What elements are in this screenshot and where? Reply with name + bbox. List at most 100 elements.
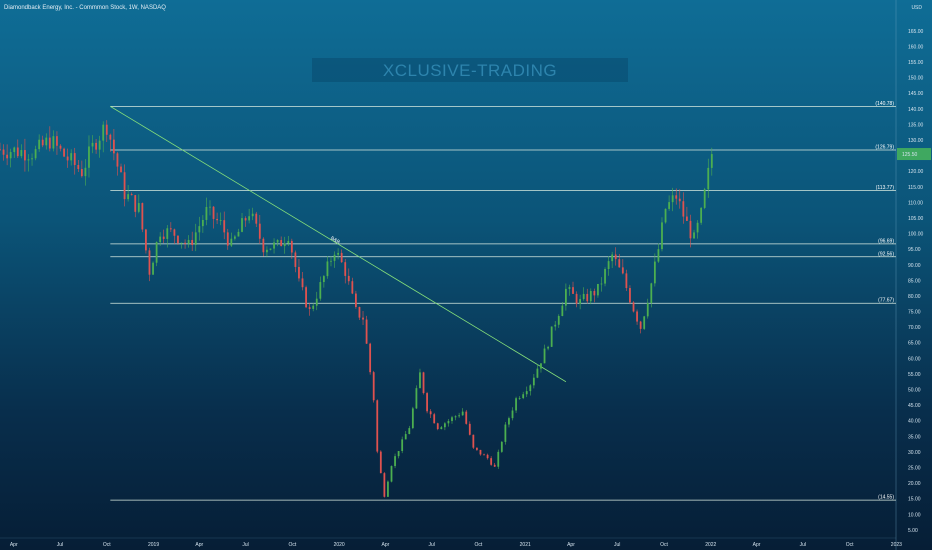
candle-body — [536, 368, 539, 378]
time-tick-label: Oct — [475, 542, 483, 548]
candle-body — [429, 411, 432, 415]
candle-body — [41, 139, 44, 146]
candle-body — [52, 136, 55, 149]
candle — [443, 422, 446, 431]
price-axis[interactable]: 5.00 10.00 15.00 20.00 25.00 30.00 35.00 40.00 4… — [908, 29, 924, 534]
time-tick-label: Jul — [242, 542, 248, 548]
candle — [490, 456, 493, 466]
candle — [564, 283, 567, 311]
candle-body — [6, 154, 9, 159]
candle-body — [184, 242, 186, 244]
candle — [643, 315, 646, 330]
candle-body — [387, 481, 389, 497]
candle — [84, 159, 87, 186]
candle — [166, 225, 169, 248]
candle-body — [664, 208, 667, 223]
candle-body — [148, 250, 151, 275]
candle-body — [419, 372, 421, 389]
candle-body — [16, 147, 19, 157]
candle-body — [84, 167, 87, 177]
time-axis[interactable]: Apr Jul Oct 2019 Apr Jul Oct 2020 Apr Jul Oct 2021 A… — [10, 542, 902, 548]
price-tick-label: 145.00 — [908, 91, 924, 97]
candle-body — [290, 240, 293, 253]
candle — [458, 412, 461, 418]
candle — [351, 277, 354, 295]
trendline[interactable] — [110, 106, 567, 383]
candle-body — [198, 226, 201, 233]
candle-body — [27, 159, 30, 161]
candle-body — [443, 423, 446, 428]
time-tick-label: Apr — [382, 542, 390, 548]
price-tick-label: 15.00 — [908, 497, 921, 503]
candle — [678, 189, 681, 209]
candle — [212, 205, 215, 229]
candle-body — [358, 307, 361, 318]
candle — [184, 239, 186, 249]
candle — [73, 147, 76, 175]
candle — [707, 158, 710, 198]
candle — [27, 154, 30, 172]
price-tick-label: 115.00 — [908, 185, 923, 191]
candle — [141, 202, 144, 233]
candle — [404, 430, 407, 440]
candle — [468, 421, 471, 436]
candle-body — [621, 267, 624, 274]
candle — [664, 208, 667, 224]
candle-body — [383, 473, 386, 497]
price-tick-label: 65.00 — [908, 341, 921, 347]
candle — [52, 130, 55, 152]
candle — [358, 306, 361, 321]
candle-body — [45, 137, 48, 146]
candle — [557, 314, 560, 328]
candle — [703, 187, 706, 210]
candle-body — [436, 423, 439, 430]
candle-body — [91, 142, 94, 147]
candle — [162, 229, 165, 244]
candle — [280, 236, 283, 247]
trendline-segment[interactable] — [110, 106, 567, 383]
candle — [187, 235, 190, 248]
candle — [522, 391, 525, 400]
watermark-text: XCLUSIVE-TRADING — [383, 61, 557, 80]
candle-body — [611, 254, 614, 262]
candle — [397, 450, 400, 459]
candle-body — [629, 288, 631, 303]
candle-body — [63, 148, 65, 157]
candle — [95, 138, 97, 154]
candle-body — [266, 249, 268, 253]
time-tick-label: 2023 — [891, 542, 902, 548]
candle-body — [241, 218, 243, 232]
candle — [415, 385, 418, 409]
candle-body — [305, 287, 307, 308]
candle — [56, 131, 58, 155]
candle-body — [372, 372, 375, 401]
candle — [540, 363, 542, 373]
candle-body — [226, 232, 229, 246]
candle-body — [703, 189, 706, 208]
candle-body — [298, 266, 300, 279]
candle-body — [48, 137, 51, 149]
level-label: (77.67) — [878, 298, 894, 304]
candle-body — [632, 302, 635, 312]
candle-body — [73, 153, 76, 166]
candle-body — [465, 411, 468, 424]
price-tick-label: 155.00 — [908, 60, 924, 66]
candle — [411, 406, 414, 430]
candle-body — [661, 222, 663, 250]
candle — [137, 194, 140, 214]
candle-body — [557, 316, 560, 325]
candle — [515, 396, 517, 414]
candle-body — [468, 423, 471, 435]
candle-body — [322, 276, 325, 283]
candle — [532, 374, 535, 389]
time-tick-label: Oct — [846, 542, 854, 548]
candle — [525, 386, 528, 398]
candle-body — [333, 254, 336, 261]
candle-body — [572, 287, 574, 294]
horizontal-levels[interactable]: (140.78) (126.79) (113.77) (96.69) (92.56) (7… — [110, 101, 896, 501]
candle-body — [486, 454, 489, 459]
candle — [155, 241, 158, 267]
candle-body — [187, 239, 190, 244]
